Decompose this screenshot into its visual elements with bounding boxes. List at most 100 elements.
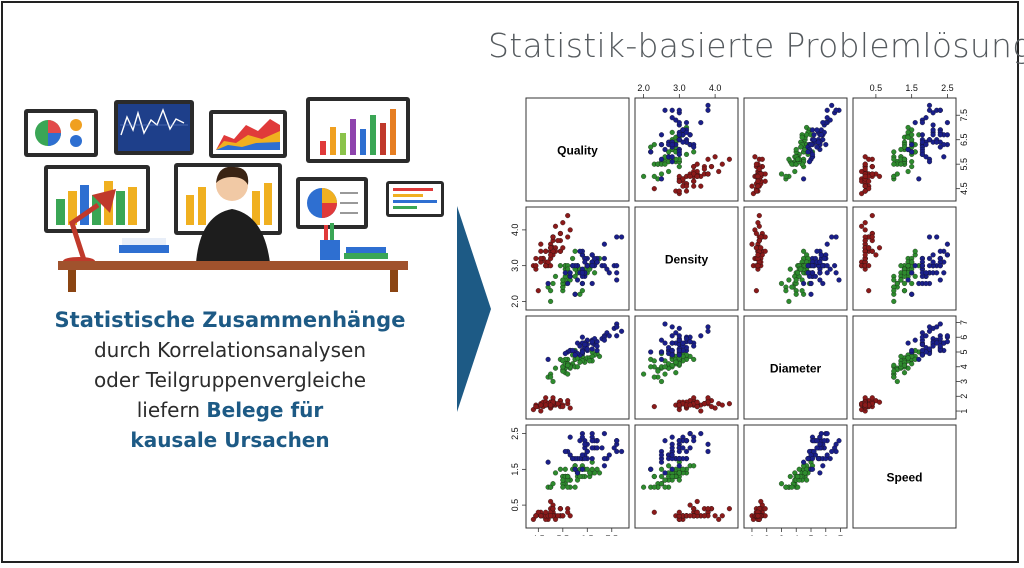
data-point [941, 142, 947, 148]
tick-label-quality: 5.5 [557, 534, 570, 536]
data-point [658, 142, 665, 148]
data-point [560, 404, 566, 410]
data-point [869, 164, 875, 170]
data-point [817, 259, 823, 265]
data-point [793, 291, 799, 297]
data-point [548, 298, 554, 304]
data-point [594, 445, 600, 451]
data-point [680, 466, 686, 472]
data-point [898, 277, 904, 283]
text-line-3: oder Teilgruppenvergleiche [93, 368, 367, 392]
data-point [683, 448, 690, 455]
data-point [705, 441, 711, 447]
data-point [923, 333, 929, 339]
data-point [589, 456, 595, 462]
data-point [891, 156, 897, 162]
data-point [833, 441, 839, 447]
data-point [912, 120, 918, 126]
data-point [651, 374, 657, 380]
tick-label-density: 4.0 [510, 224, 520, 237]
data-point [651, 358, 657, 364]
data-point [756, 213, 762, 219]
data-point [824, 263, 830, 269]
data-point [555, 401, 561, 407]
data-point [814, 127, 820, 133]
tick-label-diameter: 4 [959, 364, 969, 369]
data-point [755, 173, 761, 179]
data-point [557, 466, 563, 472]
data-point [905, 355, 911, 361]
data-point [676, 352, 682, 358]
data-point [579, 288, 585, 294]
data-point [651, 473, 657, 480]
tick-label-diameter: 1 [749, 534, 754, 536]
data-point [676, 509, 682, 515]
data-point [570, 255, 576, 262]
data-point [901, 288, 908, 294]
data-point [820, 280, 826, 287]
data-point [891, 288, 897, 294]
data-point [909, 132, 915, 138]
data-point [683, 120, 690, 126]
data-point [691, 144, 697, 150]
data-point [698, 408, 704, 414]
data-point [923, 280, 929, 287]
data-point [676, 132, 682, 138]
data-point [572, 352, 578, 358]
data-point [712, 154, 718, 160]
data-point [565, 213, 571, 219]
matrix-panel [852, 424, 957, 529]
data-point [557, 506, 563, 512]
data-point [930, 110, 936, 116]
data-point [901, 270, 908, 276]
data-point [669, 441, 675, 447]
data-point [669, 115, 675, 121]
data-point [572, 484, 578, 490]
data-point [614, 333, 620, 339]
data-point [891, 362, 897, 368]
description-text: Statistische Zusammenhänge durch Korrela… [20, 305, 440, 455]
data-point [783, 288, 789, 294]
data-point [548, 498, 554, 505]
data-point [758, 498, 764, 505]
data-point [862, 220, 868, 226]
tick-label-diameter: 6 [959, 335, 969, 340]
data-point [641, 173, 647, 179]
data-point [705, 506, 711, 512]
data-point [923, 154, 929, 160]
data-point [809, 151, 816, 157]
data-point [859, 191, 865, 197]
data-point [909, 291, 915, 297]
data-point [726, 401, 732, 407]
data-point [905, 146, 911, 153]
data-point [687, 402, 693, 408]
data-point [560, 277, 566, 283]
data-point [755, 513, 761, 519]
panel-label-quality: Quality [557, 144, 598, 158]
data-point [905, 129, 911, 135]
panel-label-speed: Speed [886, 471, 922, 485]
data-point [562, 466, 568, 472]
data-point [909, 149, 915, 155]
data-point [582, 441, 588, 447]
data-point [909, 280, 915, 287]
data-point [614, 277, 620, 283]
slide-title: Statistik-basierte Problemlösung [488, 26, 1024, 65]
data-point [658, 337, 665, 343]
data-point [538, 255, 544, 262]
data-point [669, 324, 675, 330]
data-point [606, 270, 612, 276]
data-point [833, 270, 839, 276]
data-point [934, 270, 940, 276]
data-point [755, 220, 761, 226]
data-point [548, 245, 554, 251]
data-point [862, 183, 868, 189]
data-point [614, 234, 620, 240]
data-point [658, 176, 665, 182]
tick-label-speed: 0.5 [510, 499, 520, 512]
data-point [809, 270, 816, 276]
data-point [787, 266, 793, 272]
data-point [898, 353, 904, 359]
data-point [809, 127, 816, 133]
data-point [579, 280, 585, 287]
